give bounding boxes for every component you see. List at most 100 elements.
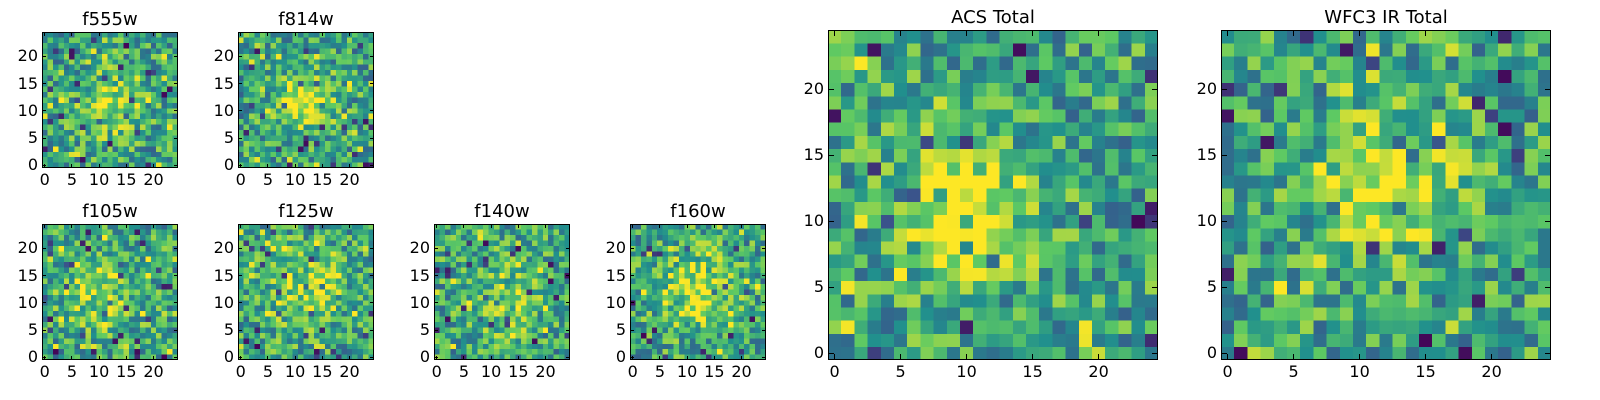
heatmap-cell [85,245,92,252]
heatmap-cell [112,305,119,312]
heatmap-cell [668,311,674,317]
heatmap-cell [357,251,364,257]
heatmap-cell [461,316,467,323]
heatmap-cell [867,280,882,295]
heatmap-cell [1131,294,1146,308]
heatmap-cell [346,108,353,114]
heatmap-cell [933,214,948,229]
heatmap-cell [85,256,92,263]
heatmap-cell [243,119,249,125]
heatmap-cell [357,59,364,65]
heatmap-cell [96,343,102,350]
heatmap-cell [335,327,342,333]
heatmap-cell [42,102,48,109]
heatmap-cell [1445,201,1459,216]
heatmap-cell [1445,254,1459,268]
heatmap-cell [90,283,97,290]
heatmap-cell [1118,122,1132,136]
heatmap-cell [733,316,739,323]
y-tick-label: 0 [223,347,234,367]
heatmap-cell [52,305,59,312]
heatmap-cell [352,283,358,290]
heatmap-cell [259,305,266,312]
heatmap-cell [920,214,934,229]
heatmap-cell [482,332,489,339]
heatmap-cell [760,267,766,274]
y-tick-mark [762,247,766,249]
heatmap-cell [238,129,244,136]
heatmap-cell [461,294,467,301]
heatmap-cell [999,122,1014,136]
heatmap-cell [254,294,260,301]
heatmap-cell [657,305,663,312]
heatmap-cell [510,278,516,284]
heatmap-cell [303,140,309,147]
heatmap-cell [738,316,745,323]
heatmap-cell [1366,201,1380,216]
heatmap-cell [1326,307,1341,321]
heatmap-cell [341,327,347,333]
heatmap-cell [161,278,168,284]
heatmap-cell [559,234,565,241]
heatmap-cell [303,300,309,306]
heatmap-cell [259,327,266,333]
heatmap-cell [695,256,701,263]
heatmap-cell [548,300,554,306]
heatmap-cell [749,240,756,246]
heatmap-cell [172,64,178,71]
heatmap-cell [717,240,723,246]
heatmap-cell [107,354,113,360]
x-tick-mark [545,356,547,360]
heatmap-cell [292,59,298,65]
heatmap-cell [706,343,712,350]
heatmap-cell [706,300,712,306]
heatmap-cell [101,283,108,290]
heatmap-cell [276,140,282,147]
heatmap-cell [553,343,560,350]
heatmap-cell [854,69,868,84]
heatmap-cell [96,289,102,295]
heatmap-cell [314,294,320,301]
heatmap-cell [346,102,353,109]
heatmap-cell [363,300,369,306]
heatmap-cell [150,124,157,131]
heatmap-cell [325,113,331,120]
heatmap-cell [74,338,81,344]
heatmap-cell [368,59,374,65]
heatmap-cell [1234,280,1248,295]
heatmap-cell [123,119,130,125]
heatmap-cell [107,113,113,120]
heatmap-cell [161,251,168,257]
heatmap-cell [238,256,244,263]
y-tick-mark [174,302,178,304]
heatmap-cell [695,229,701,235]
y-tick-mark [1152,220,1158,222]
heatmap-cell [150,229,157,235]
heatmap-cell [297,70,304,76]
heatmap-cell [101,256,108,263]
heatmap-cell [472,305,478,312]
heatmap-cell [265,256,271,263]
heatmap-cell [90,321,97,328]
heatmap-cell [760,311,766,317]
heatmap-cell [1273,214,1288,229]
heatmap-cell [107,256,113,263]
heatmap-cell [1234,307,1248,321]
heatmap-cell [553,229,560,235]
heatmap-cell [488,327,494,333]
heatmap-cell [161,338,168,344]
heatmap-cell [559,240,565,246]
heatmap-cell [499,332,505,339]
heatmap-cell [646,316,652,323]
heatmap-cell [292,151,298,158]
heatmap-cell [145,224,151,230]
y-tick-label: 5 [223,320,234,340]
heatmap-cell [488,283,494,290]
heatmap-cell [297,75,304,82]
heatmap-cell [270,354,277,360]
heatmap-cell [439,234,445,241]
heatmap-cell [706,256,712,263]
heatmap-cell [493,321,500,328]
heatmap-cell [744,343,750,350]
heatmap-cell [510,245,516,252]
